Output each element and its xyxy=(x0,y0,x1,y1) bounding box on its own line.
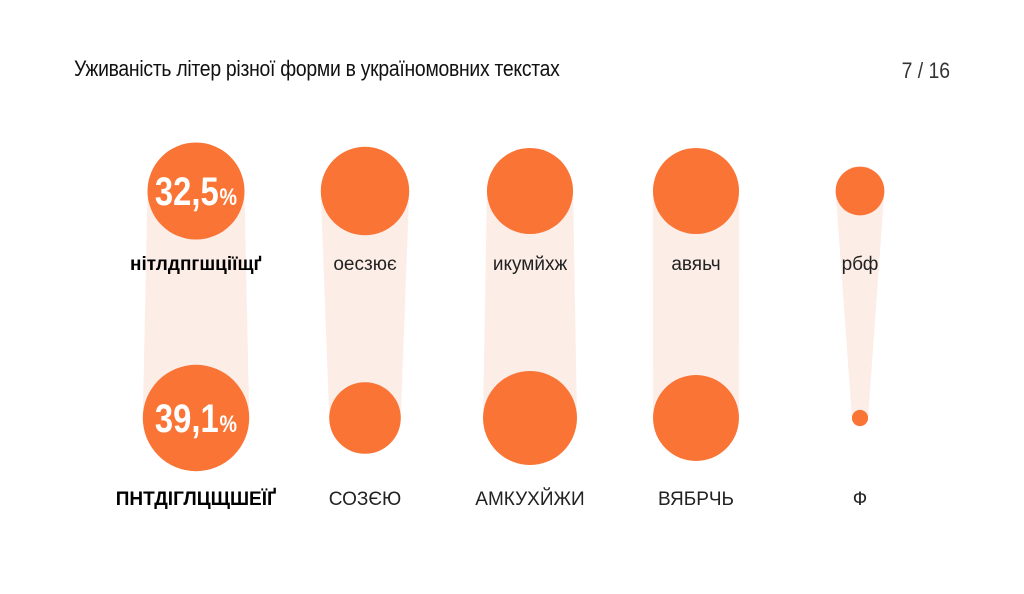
connector-band-4 xyxy=(652,191,740,418)
letters-lowercase-1: нітлдпгшціїщґ xyxy=(130,254,262,275)
page-counter: 7 / 16 xyxy=(901,58,950,83)
bubble-uppercase-5 xyxy=(851,409,869,427)
value-label-lowercase: 32,5% xyxy=(155,169,237,214)
letters-uppercase-1: ПНТДІГЛЦЩШЕЇҐ xyxy=(116,488,276,510)
connector-band-5 xyxy=(835,191,885,418)
letters-lowercase-4: авяьч xyxy=(671,254,720,275)
bubble-lowercase-3 xyxy=(486,147,574,235)
bubble-uppercase-2 xyxy=(329,382,401,454)
value-label-uppercase: 39,1% xyxy=(155,396,237,441)
bubble-uppercase-1 xyxy=(142,364,250,472)
letters-lowercase-5: рбф xyxy=(842,254,879,275)
connector-band-2 xyxy=(320,191,410,418)
bubble-lowercase-1 xyxy=(147,142,245,240)
letters-lowercase-3: икумйхж xyxy=(493,254,568,275)
bubble-lowercase-2 xyxy=(320,146,410,236)
letters-uppercase-4: ВЯБРЧЬ xyxy=(658,489,734,510)
letters-uppercase-2: СОЗЄЮ xyxy=(329,489,401,510)
bubble-uppercase-4 xyxy=(653,375,739,461)
letters-lowercase-2: оесзює xyxy=(333,254,397,275)
bubble-uppercase-3 xyxy=(483,371,577,465)
letters-uppercase-5: Ф xyxy=(853,489,867,510)
connector-band-1 xyxy=(142,191,250,418)
page-title: Уживаність літер різної форми в україном… xyxy=(74,56,560,81)
connector-band-3 xyxy=(483,191,577,418)
letters-uppercase-3: АМКУХЙЖИ xyxy=(475,488,584,510)
bubble-lowercase-4 xyxy=(652,147,740,235)
bubble-lowercase-5 xyxy=(835,166,885,216)
